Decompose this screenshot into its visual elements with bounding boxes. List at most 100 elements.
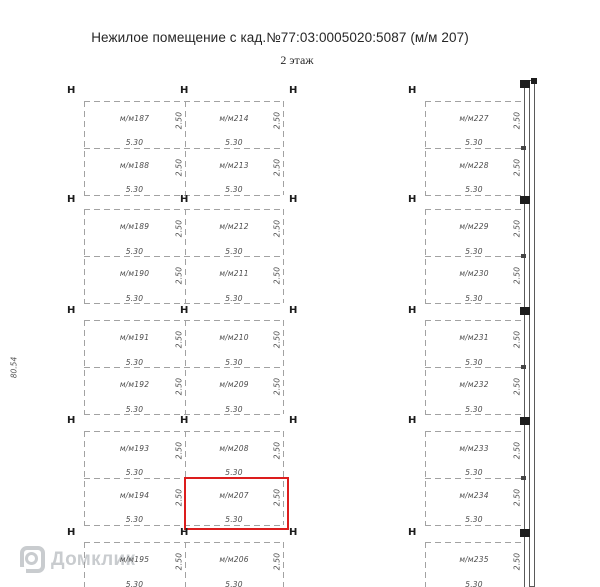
parking-cell-label: м/м191 xyxy=(119,333,150,342)
parking-cell-label: м/м229 xyxy=(459,222,489,231)
depth-dimension-label: 2.50 xyxy=(512,330,522,349)
dashed-line-vertical xyxy=(425,320,426,414)
dashed-line-horizontal xyxy=(84,209,283,210)
logo-notch xyxy=(19,567,26,574)
watermark-text: Домклик xyxy=(51,548,136,570)
dashed-line-vertical xyxy=(283,320,284,414)
depth-dimension-label: 2.50 xyxy=(174,488,184,506)
column-marker: H xyxy=(289,193,298,205)
dashed-line-horizontal xyxy=(84,320,283,321)
column-marker: H xyxy=(180,304,189,316)
depth-dimension-label: 2.50 xyxy=(174,377,184,396)
dashed-line-horizontal xyxy=(84,256,283,257)
width-dimension-label: 5.30 xyxy=(225,579,243,587)
wall-connector xyxy=(520,528,530,537)
parking-cell-label: м/м234 xyxy=(459,490,489,500)
column-marker: H xyxy=(180,85,189,96)
dashed-line-vertical xyxy=(84,542,85,587)
dashed-line-horizontal xyxy=(425,194,524,196)
depth-dimension-label: 2.50 xyxy=(174,158,184,176)
width-dimension-label: 5.30 xyxy=(465,357,483,367)
width-dimension-label: 5.30 xyxy=(125,293,144,303)
width-dimension-label: 5.30 xyxy=(125,246,144,256)
width-dimension-label: 5.30 xyxy=(225,515,243,524)
width-dimension-label: 5.30 xyxy=(225,293,243,303)
wall-tick xyxy=(521,254,526,258)
dashed-line-horizontal xyxy=(425,320,524,321)
parking-cell-label: м/м194 xyxy=(119,490,150,500)
parking-cell-label: м/м235 xyxy=(459,555,489,564)
width-dimension-label: 5.30 xyxy=(125,515,144,524)
width-dimension-label: 5.30 xyxy=(225,468,243,477)
width-dimension-label: 5.30 xyxy=(125,185,144,194)
wall-tick xyxy=(521,475,526,480)
depth-dimension-label: 2.50 xyxy=(512,441,522,459)
width-dimension-label: 5.30 xyxy=(465,246,483,256)
dashed-line-vertical xyxy=(84,100,85,195)
dashed-line-horizontal xyxy=(425,414,524,415)
parking-cell-label: м/м213 xyxy=(219,160,249,170)
dashed-line-horizontal xyxy=(84,414,283,415)
dashed-line-vertical xyxy=(84,209,85,303)
dashed-line-horizontal xyxy=(425,303,524,304)
dashed-line-vertical xyxy=(283,100,284,195)
parking-cell-label: м/м212 xyxy=(219,222,249,231)
width-dimension-label: 5.30 xyxy=(465,468,483,477)
dashed-line-horizontal xyxy=(425,367,524,368)
dashed-line-vertical xyxy=(283,209,284,303)
dashed-line-vertical xyxy=(185,100,186,195)
width-dimension-label: 5.30 xyxy=(465,293,483,303)
width-dimension-label: 5.30 xyxy=(465,579,483,587)
depth-dimension-label: 2.50 xyxy=(174,219,184,238)
column-marker: H xyxy=(67,85,76,96)
dashed-line-horizontal xyxy=(425,100,524,102)
dashed-line-vertical xyxy=(283,542,284,587)
dashed-line-horizontal xyxy=(425,256,524,257)
depth-dimension-label: 2.50 xyxy=(512,552,522,571)
dashed-line-horizontal xyxy=(84,367,283,368)
dashed-line-horizontal xyxy=(425,209,524,210)
depth-dimension-label: 2.50 xyxy=(272,111,282,129)
depth-dimension-label: 2.50 xyxy=(512,377,522,396)
parking-cell-label: м/м190 xyxy=(119,269,150,278)
parking-cell-label: м/м209 xyxy=(219,380,249,389)
parking-cell-label: м/м206 xyxy=(219,555,249,564)
width-dimension-label: 5.30 xyxy=(125,138,144,147)
wall-connector xyxy=(520,195,530,204)
dashed-line-horizontal xyxy=(425,542,524,543)
parking-cell-label: м/м227 xyxy=(459,113,489,123)
parking-cell-label: м/м228 xyxy=(459,160,489,170)
depth-dimension-label: 2.50 xyxy=(512,266,522,285)
column-marker: H xyxy=(289,85,298,96)
width-dimension-label: 5.30 xyxy=(125,468,144,477)
wall-tick xyxy=(521,145,526,150)
column-marker: H xyxy=(289,415,298,426)
column-marker: H xyxy=(289,526,298,538)
dashed-line-vertical xyxy=(425,209,426,303)
wall-bar xyxy=(528,80,535,587)
width-dimension-label: 5.30 xyxy=(225,185,243,194)
dashed-line-horizontal xyxy=(84,147,283,149)
depth-dimension-label: 2.50 xyxy=(272,266,282,285)
depth-dimension-label: 2.50 xyxy=(272,377,282,396)
width-dimension-label: 5.30 xyxy=(465,138,483,147)
parking-cell-label: м/м195 xyxy=(119,555,150,564)
column-marker: H xyxy=(408,526,417,538)
column-marker: H xyxy=(408,304,417,316)
depth-dimension-label: 2.50 xyxy=(512,111,522,129)
column-marker: H xyxy=(67,415,76,426)
dashed-line-horizontal xyxy=(84,303,283,304)
domclick-logo-icon xyxy=(19,546,45,574)
column-marker: H xyxy=(67,193,76,205)
dashed-line-vertical xyxy=(84,430,85,525)
wall-connector xyxy=(520,417,530,425)
parking-cell-label: м/м231 xyxy=(459,333,489,342)
depth-dimension-label: 2.50 xyxy=(512,219,522,238)
wall-tick xyxy=(521,365,526,369)
dashed-line-vertical xyxy=(185,209,186,303)
dashed-line-vertical xyxy=(84,320,85,414)
page-title: Нежилое помещение с кад.№77:03:0005020:5… xyxy=(91,30,469,45)
column-marker: H xyxy=(289,304,298,316)
dashed-line-vertical xyxy=(185,542,186,587)
dashed-line-vertical xyxy=(425,542,426,587)
